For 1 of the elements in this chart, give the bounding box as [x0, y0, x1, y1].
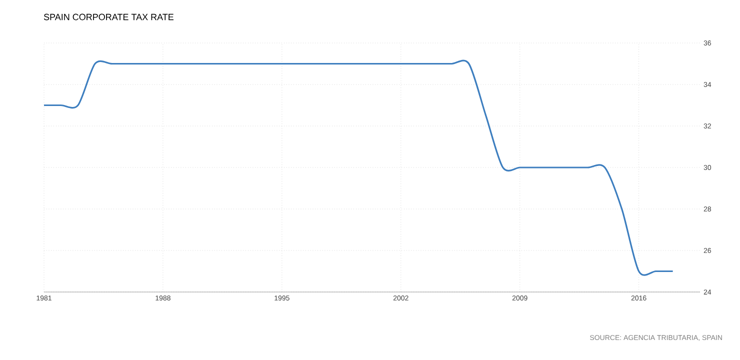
chart-title: SPAIN CORPORATE TAX RATE [44, 14, 174, 20]
